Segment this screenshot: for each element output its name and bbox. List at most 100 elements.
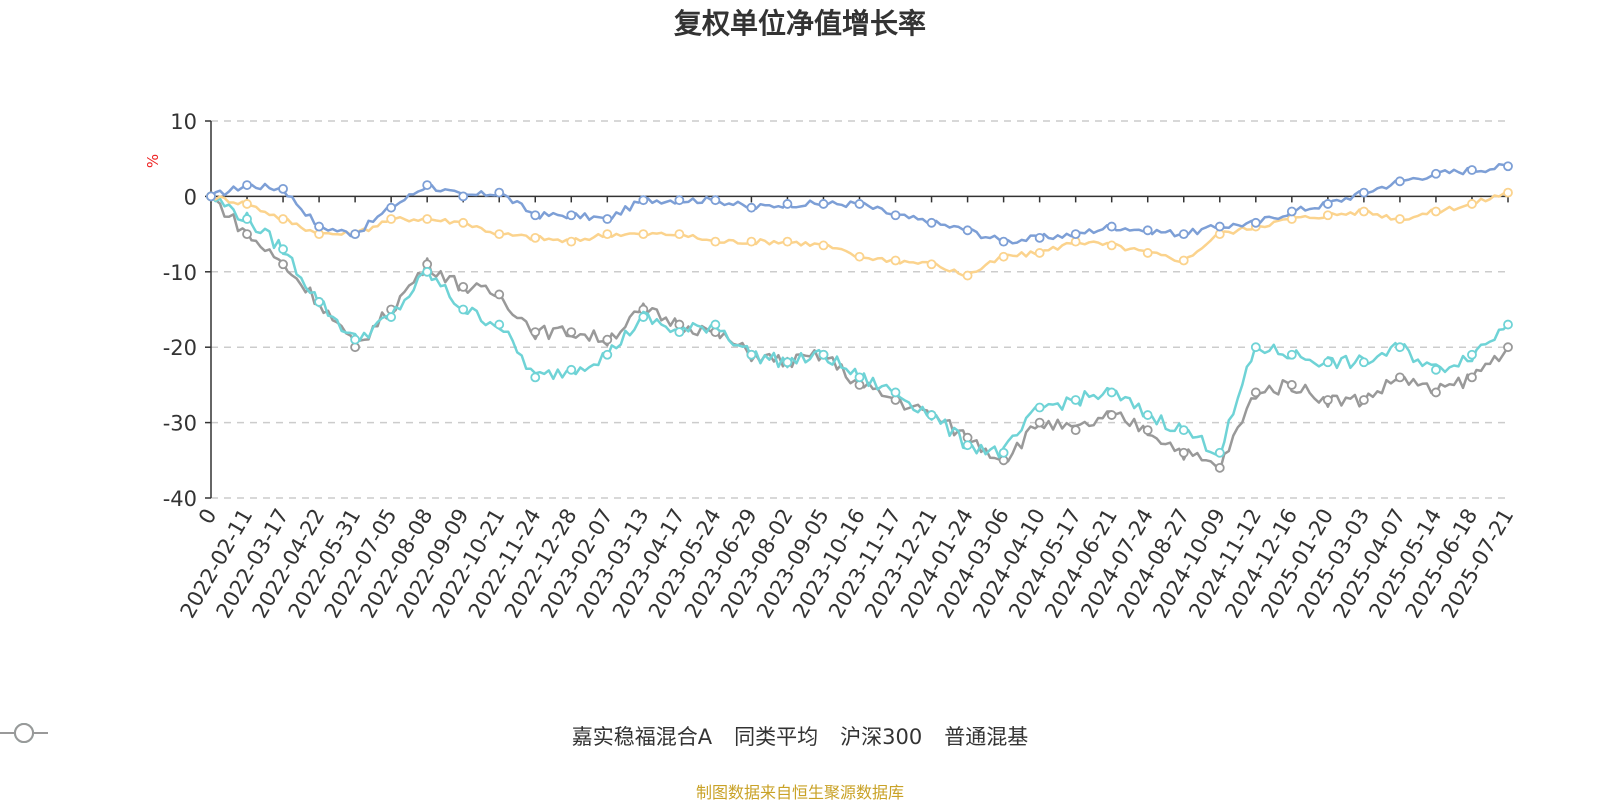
data-point (1395, 342, 1405, 353)
data-point (1431, 364, 1441, 375)
legend-label: 普通混基 (944, 725, 1029, 749)
data-point (1467, 199, 1477, 209)
data-point (1142, 410, 1153, 420)
y-tick-label: 0 (184, 185, 197, 209)
series-line-2 (210, 195, 1509, 459)
data-point (458, 217, 469, 228)
data-point (1286, 379, 1297, 390)
data-point (1431, 206, 1441, 217)
data-point (674, 229, 685, 240)
legend-item[interactable]: 同类平均 (0, 721, 819, 751)
data-point (1286, 206, 1297, 217)
data-point (1395, 176, 1405, 187)
data-point (458, 191, 469, 202)
data-point (746, 349, 757, 360)
data-point (1431, 168, 1441, 179)
data-point (1503, 161, 1513, 172)
legend-item[interactable]: 嘉实稳福混合A (0, 721, 712, 751)
data-point (1070, 395, 1081, 405)
y-tick-label: -10 (163, 261, 197, 285)
data-point (1178, 447, 1189, 458)
data-point (494, 187, 505, 198)
data-point (1431, 387, 1441, 398)
data-point (602, 229, 613, 240)
data-point (1178, 425, 1189, 436)
data-point (962, 270, 973, 281)
data-point (1395, 372, 1405, 383)
data-point (1250, 342, 1261, 353)
data-point (422, 266, 433, 277)
data-point (710, 195, 721, 206)
data-point (278, 244, 288, 255)
data-point (386, 214, 397, 224)
data-point (1395, 214, 1405, 224)
data-point (458, 281, 469, 292)
data-point (926, 217, 937, 228)
data-point (494, 319, 505, 330)
data-point (818, 240, 829, 251)
data-source-note: 制图数据来自恒生聚源数据库 (695, 783, 904, 802)
data-point (1106, 410, 1117, 420)
data-point (1034, 402, 1045, 413)
data-point (1503, 319, 1513, 330)
data-point (782, 236, 793, 247)
data-point (782, 357, 793, 368)
data-point (1322, 395, 1333, 405)
data-point (890, 210, 901, 221)
legend-item[interactable]: 普通混基 (0, 721, 1029, 751)
data-point (638, 195, 649, 206)
data-point (530, 232, 541, 243)
data-point (1214, 462, 1225, 473)
data-point (1358, 187, 1369, 198)
data-point (278, 183, 288, 194)
data-point (890, 387, 901, 398)
data-point (674, 195, 685, 206)
data-point (890, 255, 901, 266)
data-point (1214, 221, 1225, 232)
data-point (854, 251, 865, 262)
y-tick-label: 10 (170, 110, 197, 134)
y-axis-label: % (144, 154, 162, 168)
data-point (422, 180, 433, 190)
data-point (1503, 187, 1513, 198)
data-point (1322, 210, 1333, 221)
data-point (242, 180, 252, 190)
data-point (1322, 199, 1333, 209)
y-tick-label: -20 (163, 336, 197, 360)
data-point (602, 334, 613, 345)
data-point (1070, 229, 1081, 240)
data-point (710, 236, 721, 247)
data-point (350, 334, 361, 345)
data-point (1250, 387, 1261, 398)
y-tick-label: -30 (163, 412, 197, 436)
legend-label: 同类平均 (734, 725, 819, 749)
data-point (818, 349, 829, 360)
data-point (566, 210, 577, 221)
legend-label: 沪深300 (840, 725, 923, 749)
data-point (1358, 395, 1369, 405)
x-tick-label: 0 (194, 505, 221, 529)
data-point (1467, 349, 1477, 360)
data-point (1467, 165, 1477, 175)
data-point (1214, 447, 1225, 458)
data-point (818, 199, 829, 209)
legend-marker-icon (0, 723, 48, 743)
data-point (350, 229, 361, 240)
data-point (602, 349, 613, 360)
data-point (1250, 217, 1261, 228)
data-point (602, 214, 613, 224)
y-tick-label: -40 (163, 487, 197, 511)
chart-legend[interactable]: 嘉实稳福混合A 同类平均 沪深300 普通混基 (0, 721, 1600, 751)
chart-title: 复权单位净值增长率 (673, 7, 926, 40)
data-point (746, 202, 757, 213)
data-point (998, 447, 1009, 458)
data-point (1142, 248, 1153, 258)
data-point (854, 199, 865, 209)
legend-item[interactable]: 沪深300 (0, 721, 923, 751)
data-point (998, 251, 1009, 262)
data-point (494, 289, 505, 300)
data-point (242, 229, 252, 240)
data-point (242, 199, 252, 209)
